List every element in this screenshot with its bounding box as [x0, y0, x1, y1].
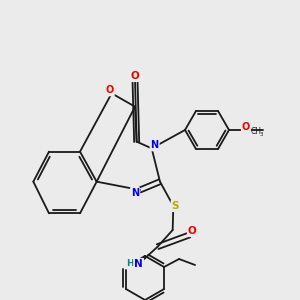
Text: O: O	[106, 85, 114, 95]
Text: O: O	[188, 226, 197, 236]
Text: N: N	[151, 140, 159, 150]
Text: N: N	[134, 259, 143, 269]
Text: CH: CH	[251, 128, 262, 136]
Text: O: O	[130, 71, 140, 81]
Text: S: S	[172, 201, 179, 211]
Text: H: H	[126, 260, 134, 268]
Text: N: N	[131, 188, 139, 198]
Text: O: O	[242, 122, 250, 132]
Text: 3: 3	[260, 133, 263, 137]
